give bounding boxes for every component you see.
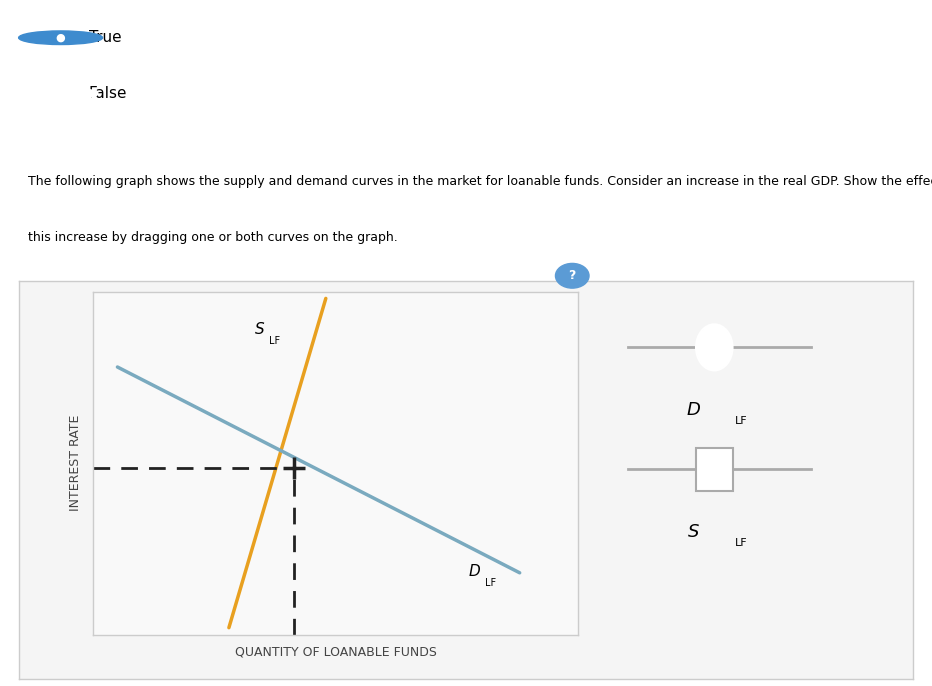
Text: The following graph shows the supply and demand curves in the market for loanabl: The following graph shows the supply and… xyxy=(28,176,932,188)
Circle shape xyxy=(19,31,103,45)
Text: ●: ● xyxy=(56,33,65,43)
Text: LF: LF xyxy=(735,539,747,548)
Text: False: False xyxy=(89,86,127,101)
Text: $\mathit{S}$: $\mathit{S}$ xyxy=(687,523,700,541)
Y-axis label: INTEREST RATE: INTEREST RATE xyxy=(69,415,82,511)
Circle shape xyxy=(696,324,733,370)
Text: $\mathit{D}$: $\mathit{D}$ xyxy=(686,401,701,419)
Circle shape xyxy=(23,88,98,99)
Text: this increase by dragging one or both curves on the graph.: this increase by dragging one or both cu… xyxy=(28,231,398,244)
Text: $\mathit{S}$: $\mathit{S}$ xyxy=(254,321,266,338)
Circle shape xyxy=(555,263,589,288)
X-axis label: QUANTITY OF LOANABLE FUNDS: QUANTITY OF LOANABLE FUNDS xyxy=(235,646,436,659)
Text: ?: ? xyxy=(569,270,576,282)
Text: True: True xyxy=(89,30,121,45)
Text: LF: LF xyxy=(735,416,747,427)
Text: LF: LF xyxy=(485,578,496,588)
Text: $\mathit{D}$: $\mathit{D}$ xyxy=(468,563,481,579)
FancyBboxPatch shape xyxy=(696,448,733,490)
Text: LF: LF xyxy=(268,336,280,346)
